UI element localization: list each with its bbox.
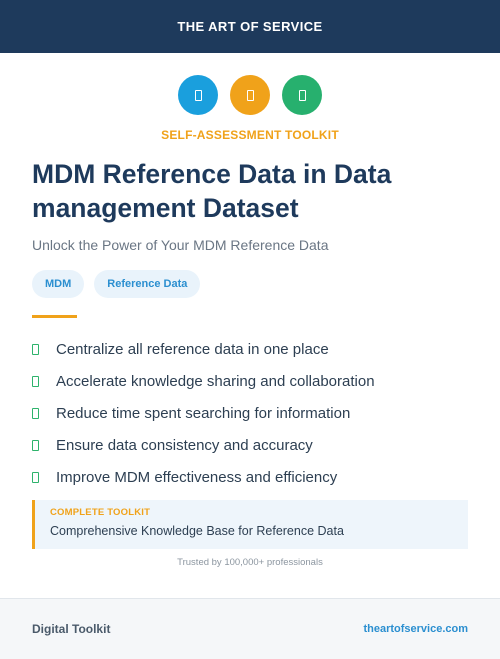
feature-text: Improve MDM effectiveness and efficiency [56, 468, 338, 486]
tag-reference-data[interactable]: Reference Data [94, 270, 201, 298]
trust-note: Trusted by 100,000+ professionals [177, 557, 323, 568]
feature-list: Centralize all reference data in one pla… [32, 333, 375, 493]
feature-text: Ensure data consistency and accuracy [56, 436, 313, 454]
feature-item: Improve MDM effectiveness and efficiency [32, 461, 375, 493]
brand-title: THE ART OF SERVICE [177, 19, 323, 34]
feature-text: Reduce time spent searching for informat… [56, 404, 351, 422]
feature-item: Accelerate knowledge sharing and collabo… [32, 365, 375, 397]
feature-item: Centralize all reference data in one pla… [32, 333, 375, 365]
toolkit-description: Comprehensive Knowledge Base for Referen… [50, 524, 344, 538]
kit-label: SELF-ASSESSMENT TOOLKIT [161, 128, 339, 142]
feature-item: Ensure data consistency and accuracy [32, 429, 375, 461]
blue-doc-icon [178, 75, 218, 115]
header-bar: THE ART OF SERVICE [0, 0, 500, 53]
green-doc-icon [282, 75, 322, 115]
orange-doc-icon [230, 75, 270, 115]
feature-item: Reduce time spent searching for informat… [32, 397, 375, 429]
tag-mdm[interactable]: MDM [32, 270, 85, 298]
footer-label: Digital Toolkit [32, 622, 111, 636]
page-title: MDM Reference Data in Data management Da… [32, 159, 392, 223]
toolkit-label: COMPLETE TOOLKIT [50, 507, 151, 518]
check-icon [32, 343, 39, 355]
tag-list: MDM Reference Data [32, 270, 201, 298]
feature-text: Accelerate knowledge sharing and collabo… [56, 372, 375, 390]
check-icon [32, 407, 39, 419]
check-icon [32, 471, 39, 483]
complete-toolkit-callout: COMPLETE TOOLKIT Comprehensive Knowledge… [32, 500, 468, 549]
icon-row [0, 75, 500, 115]
check-icon [32, 375, 39, 387]
footer: Digital Toolkit theartofservice.com [0, 598, 500, 659]
accent-divider [32, 315, 77, 318]
check-icon [32, 439, 39, 451]
feature-text: Centralize all reference data in one pla… [56, 340, 329, 358]
subtitle: Unlock the Power of Your MDM Reference D… [32, 237, 329, 253]
website-link[interactable]: theartofservice.com [363, 623, 468, 635]
